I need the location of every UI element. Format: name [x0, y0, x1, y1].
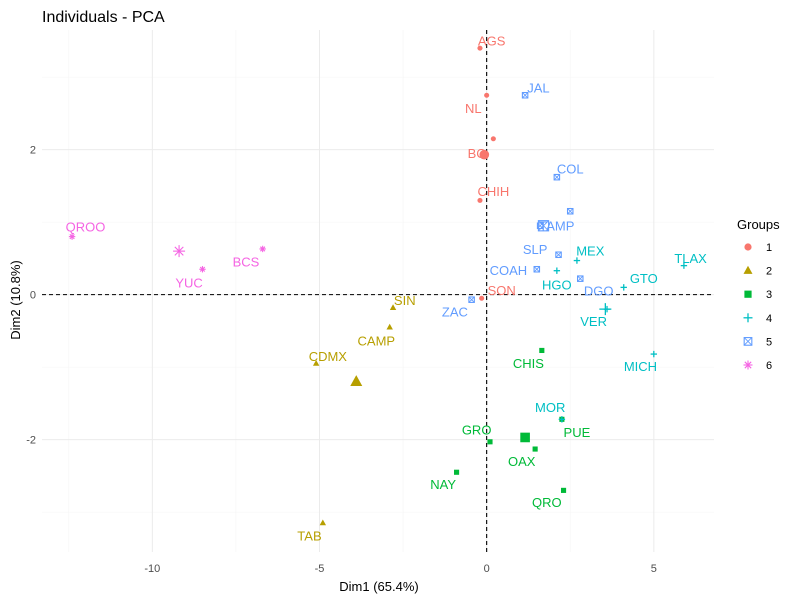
- group-centroid-3: [520, 432, 530, 443]
- legend-title: Groups: [737, 217, 780, 232]
- point-label-jal: JAL: [527, 81, 549, 96]
- data-point-son: [479, 295, 485, 301]
- y-axis-title: Dim2 (10.8%): [8, 260, 23, 339]
- group-centroid-5: [537, 220, 550, 232]
- legend-label-3: 3: [766, 289, 772, 301]
- point-labels: AGS NL BC CHIH SON SIN CAMP CDMX TAB CHIS PUE GRO OA…: [66, 33, 708, 543]
- data-point-tlax: [680, 262, 688, 269]
- data-points: [68, 45, 688, 526]
- legend-label-1: 1: [766, 242, 772, 254]
- point-label-chis: CHIS: [513, 356, 544, 371]
- point-label-oax: OAX: [508, 454, 536, 469]
- data-point-gto: [620, 284, 627, 291]
- legend-key-5: [743, 337, 753, 346]
- data-point-sin: [389, 304, 397, 310]
- point-label-yuc: YUC: [175, 276, 202, 291]
- legend-key-1: [744, 243, 752, 251]
- chart-title: Individuals - PCA: [42, 9, 165, 26]
- data-point-unlabeled-26: [566, 207, 574, 215]
- legend-key-2: [743, 265, 753, 274]
- point-label-slp: SLP: [523, 242, 548, 257]
- point-label-qro: QRO: [532, 495, 562, 510]
- group-centroid-1: [479, 149, 490, 160]
- legend-label-5: 5: [766, 336, 772, 348]
- point-label-mex: MEX: [576, 244, 605, 259]
- y-tick-label: 2: [30, 145, 36, 157]
- group-centroid-4: [599, 303, 612, 316]
- point-label-chih: CHIH: [477, 184, 509, 199]
- point-label-nl: NL: [465, 101, 482, 116]
- point-label-mor: MOR: [535, 400, 565, 415]
- data-point-gro: [487, 439, 493, 445]
- legend-label-6: 6: [766, 360, 772, 372]
- reference-lines: [42, 30, 714, 552]
- legend-key-3: [744, 290, 752, 298]
- data-point-dgo: [576, 275, 584, 282]
- data-point-mor: [558, 416, 566, 423]
- point-label-nay: NAY: [430, 477, 456, 492]
- point-label-son: SON: [488, 283, 516, 298]
- point-label-ver: VER: [580, 314, 607, 329]
- data-point-ags: [477, 45, 483, 51]
- point-label-gto: GTO: [630, 271, 658, 286]
- data-point-cdmx: [312, 360, 320, 366]
- data-point-bcs: [259, 245, 266, 253]
- point-label-camp: CAMP: [358, 334, 396, 349]
- data-point-nl: [484, 92, 490, 98]
- legend-label-2: 2: [766, 266, 772, 278]
- point-label-zac: ZAC: [442, 305, 468, 320]
- data-point-qro: [560, 487, 567, 493]
- data-point-mex: [573, 257, 581, 264]
- x-tick-label: -10: [144, 563, 160, 575]
- x-tick-label: 0: [484, 563, 490, 575]
- legend: Groups 1 2 3 4 5 6: [737, 217, 780, 372]
- data-point-chih: [477, 197, 483, 203]
- x-tick-label: -5: [315, 563, 325, 575]
- group-centroid-6: [173, 245, 186, 258]
- data-point-camp: [386, 323, 393, 330]
- point-label-tab: TAB: [297, 529, 321, 544]
- y-tick-label: 0: [30, 290, 36, 302]
- data-point-unlabeled-2: [490, 136, 496, 142]
- point-label-gro: GRO: [462, 423, 492, 438]
- point-label-bc: BC: [468, 146, 486, 161]
- point-label-coah: COAH: [490, 263, 528, 278]
- data-point-qroo: [68, 233, 76, 240]
- point-label-ags: AGS: [478, 33, 506, 48]
- point-label-tamp: TAMP: [539, 218, 574, 233]
- data-point-mich: [650, 350, 658, 358]
- point-label-bcs: BCS: [233, 255, 260, 270]
- point-label-qroo: QROO: [66, 220, 106, 235]
- x-axis-title: Dim1 (65.4%): [339, 579, 418, 594]
- data-point-slp: [555, 251, 562, 259]
- data-point-jal: [521, 91, 529, 99]
- point-label-pue: PUE: [564, 425, 591, 440]
- data-point-tab: [319, 519, 327, 526]
- point-label-col: COL: [557, 162, 584, 177]
- point-label-mich: MICH: [624, 359, 657, 374]
- point-label-sin: SIN: [394, 293, 416, 308]
- data-point-oax: [532, 446, 538, 452]
- data-point-nay: [454, 469, 460, 475]
- axis-ticks: -10 -5 0 5 -2 0 2: [26, 145, 657, 575]
- x-tick-label: 5: [651, 563, 657, 575]
- data-point-chis: [539, 347, 545, 354]
- legend-key-4: [743, 313, 753, 323]
- data-point-coah: [533, 265, 541, 273]
- point-label-hgo: HGO: [542, 278, 572, 293]
- point-label-tlax: TLAX: [674, 251, 707, 266]
- data-point-col: [553, 173, 561, 181]
- y-tick-label: -2: [26, 435, 36, 447]
- point-label-cdmx: CDMX: [309, 349, 348, 364]
- data-point-zac: [468, 296, 475, 303]
- group-centroid-2: [350, 375, 363, 386]
- data-point-hgo: [553, 267, 561, 274]
- legend-label-4: 4: [766, 313, 772, 325]
- data-point-yuc: [199, 266, 206, 273]
- legend-key-6: [743, 360, 753, 370]
- point-label-dgo: DGO: [584, 284, 614, 299]
